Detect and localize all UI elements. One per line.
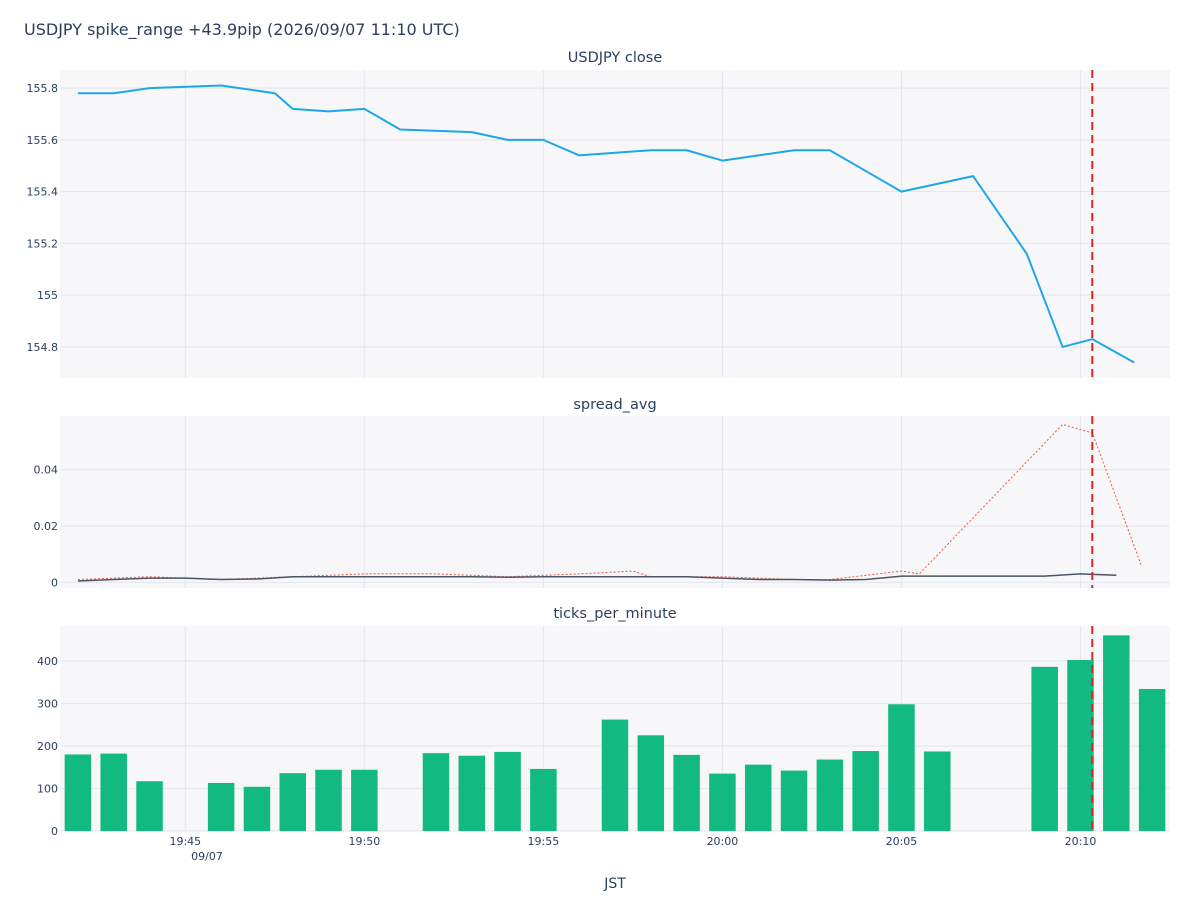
y-tick-label: 400 bbox=[37, 655, 58, 668]
y-tick-label: 200 bbox=[37, 740, 58, 753]
ticks-bar bbox=[744, 764, 772, 831]
spread-series-line bbox=[77, 573, 1117, 582]
ticks-bar bbox=[888, 704, 915, 831]
close-plot-area bbox=[60, 70, 1170, 378]
y-tick-label: 155.2 bbox=[27, 237, 59, 250]
x-tick-label: 19:45 bbox=[169, 835, 201, 848]
y-tick-label: 0.02 bbox=[34, 520, 59, 533]
ticks-bar bbox=[207, 782, 235, 831]
y-tick-label: 0 bbox=[51, 825, 58, 838]
ticks-bar bbox=[64, 754, 92, 831]
ticks-bar bbox=[422, 753, 450, 831]
x-tick-label: 19:50 bbox=[349, 835, 381, 848]
ticks-bar bbox=[351, 769, 378, 831]
x-tick-date: 09/07 bbox=[191, 850, 223, 863]
ticks-bar bbox=[1067, 660, 1094, 831]
ticks-bar bbox=[816, 759, 844, 831]
ticks-bar bbox=[637, 735, 665, 831]
ticks-bar bbox=[1103, 635, 1130, 831]
x-tick-label: 20:05 bbox=[886, 835, 918, 848]
y-tick-label: 155.8 bbox=[27, 82, 59, 95]
y-tick-label: 155.4 bbox=[27, 186, 59, 199]
y-tick-label: 0 bbox=[51, 576, 58, 589]
ticks-bar bbox=[852, 751, 879, 831]
ticks-bar bbox=[494, 751, 521, 831]
y-tick-label: 300 bbox=[37, 697, 58, 710]
x-axis-label: JST bbox=[603, 876, 626, 892]
ticks-bar bbox=[243, 786, 271, 831]
ticks-bar bbox=[601, 719, 629, 831]
chart-title: USDJPY spike_range +43.9pip (2026/09/07 … bbox=[24, 20, 460, 40]
ticks-bar bbox=[458, 755, 486, 831]
ticks-bar bbox=[673, 754, 700, 831]
x-tick-label: 20:00 bbox=[707, 835, 739, 848]
y-tick-label: 100 bbox=[37, 782, 58, 795]
close-panel: USDJPY close 154.8 155 155.2 155.4 155.6 155.… bbox=[27, 50, 1170, 378]
ticks-panel: ticks_per_minute 0 100 200 300 400 bbox=[37, 606, 1170, 838]
spread-dotted-series bbox=[77, 423, 1142, 581]
x-tick-label: 19:55 bbox=[528, 835, 560, 848]
ticks-bar bbox=[1138, 688, 1166, 831]
ticks-bar bbox=[315, 769, 342, 831]
spread-panel: spread_avg 0 0.02 0.04 bbox=[34, 397, 1170, 589]
y-tick-label: 155 bbox=[37, 289, 58, 302]
ticks-bar bbox=[530, 768, 557, 831]
close-panel-title: USDJPY close bbox=[568, 50, 663, 66]
spread-plot-area bbox=[60, 416, 1170, 588]
close-series-line bbox=[77, 84, 1135, 364]
spread-panel-title: spread_avg bbox=[573, 397, 656, 413]
ticks-bar bbox=[709, 773, 736, 831]
y-tick-label: 155.6 bbox=[27, 134, 59, 147]
x-tick-label: 20:10 bbox=[1065, 835, 1097, 848]
y-tick-label: 154.8 bbox=[27, 341, 59, 354]
ticks-bar bbox=[100, 753, 127, 831]
ticks-bar bbox=[136, 781, 163, 831]
ticks-bar bbox=[780, 770, 808, 831]
ticks-panel-title: ticks_per_minute bbox=[553, 606, 676, 622]
y-tick-label: 0.04 bbox=[34, 464, 59, 477]
ticks-bar bbox=[279, 773, 306, 831]
ticks-bar bbox=[1031, 666, 1058, 831]
ticks-bar bbox=[924, 751, 951, 831]
